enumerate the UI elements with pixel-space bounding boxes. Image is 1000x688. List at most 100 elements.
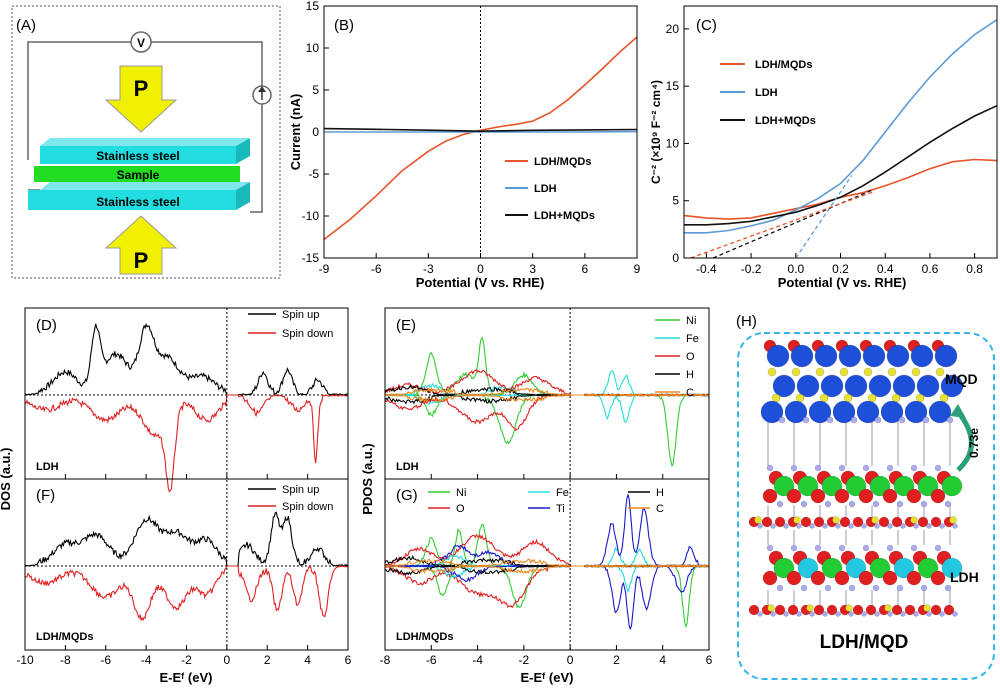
hydrogen-atom bbox=[848, 611, 854, 617]
oxygen-atom bbox=[834, 570, 850, 586]
carbon-atom bbox=[767, 367, 777, 377]
hydrogen-atom bbox=[944, 584, 952, 592]
hydrogen-atom bbox=[910, 544, 918, 552]
pdos-c-up bbox=[385, 386, 710, 396]
oxygen-atom bbox=[748, 604, 760, 616]
panel-df-ylabel: DOS (a.u.) bbox=[0, 448, 13, 511]
panel-h: (H) MQD LDH 0.73e LDH/MQD bbox=[736, 313, 995, 680]
hydrogen-atom bbox=[822, 523, 828, 529]
oxygen-atom bbox=[810, 570, 826, 586]
carbon-atom bbox=[939, 393, 949, 403]
pdos-ni-down bbox=[384, 565, 710, 629]
series-line-ldh-mqds bbox=[323, 36, 638, 241]
y-tick-label: 20 bbox=[666, 22, 680, 36]
panel-e-label: (E) bbox=[396, 317, 416, 334]
titanium-atom bbox=[892, 374, 916, 398]
panel-h-label: (H) bbox=[736, 313, 757, 330]
pdos-c-up bbox=[384, 558, 710, 567]
oxygen-atom bbox=[762, 570, 778, 586]
panel-c-xlabel: Potential (V vs. RHE) bbox=[778, 275, 907, 290]
legend-ni: Ni bbox=[686, 315, 696, 327]
hydrogen-atom bbox=[835, 523, 841, 529]
hydrogen-atom bbox=[874, 611, 880, 617]
panel-h-frame bbox=[737, 332, 995, 680]
spin-up-line bbox=[24, 322, 349, 396]
y-tick-label: 5 bbox=[312, 83, 319, 97]
hydrogen-atom bbox=[944, 500, 952, 508]
hydrogen-atom bbox=[809, 611, 815, 617]
hydrogen-atom bbox=[814, 464, 822, 472]
panel-f-label: (F) bbox=[36, 487, 55, 504]
oxygen-atom bbox=[930, 604, 942, 616]
hydrogen-atom bbox=[896, 584, 904, 592]
oxygen-atom bbox=[839, 516, 851, 528]
hydrogen-atom bbox=[952, 523, 958, 529]
hydrogen-atom bbox=[934, 464, 942, 472]
spin-up-line bbox=[24, 511, 349, 567]
carbon-atom bbox=[795, 393, 805, 403]
oxygen-atom bbox=[865, 604, 877, 616]
panel-c-frame bbox=[683, 5, 998, 259]
hydrogen-atom bbox=[822, 611, 828, 617]
pdos-c-down bbox=[384, 565, 710, 575]
x-tick-label: 0 bbox=[567, 653, 574, 667]
series-line-ldh-mqds bbox=[684, 104, 998, 226]
oxygen-atom bbox=[858, 488, 874, 504]
x-tick-label: 9 bbox=[634, 262, 641, 276]
x-tick-label: 0.8 bbox=[966, 262, 983, 276]
legend-ldh-mqds: LDH/MQDs bbox=[534, 156, 591, 168]
x-tick-label: -3 bbox=[423, 262, 434, 276]
hydrogen-atom bbox=[796, 611, 802, 617]
voltmeter-icon bbox=[130, 31, 152, 53]
oxygen-atom bbox=[930, 516, 942, 528]
carbon-atom bbox=[867, 393, 877, 403]
carbon-atom bbox=[949, 516, 957, 524]
plate-bottom-face bbox=[40, 182, 250, 190]
carbon-atom bbox=[863, 367, 873, 377]
titanium-atom bbox=[904, 400, 928, 424]
hydrogen-atom bbox=[848, 523, 854, 529]
atomic-structure bbox=[748, 339, 964, 617]
hydrogen-atom bbox=[809, 523, 815, 529]
oxygen-atom bbox=[834, 488, 850, 504]
titanium-atom bbox=[766, 344, 790, 368]
panel-df: -10 -8 -6 -4 -2 0 2 4 6 (D) (F) LDH LDH/MQDs Spi… bbox=[0, 307, 352, 685]
series-line-ldh bbox=[684, 19, 998, 234]
hydrogen-atom bbox=[939, 523, 945, 529]
charge-transfer-arrow-icon bbox=[956, 410, 974, 472]
carbon-atom bbox=[839, 367, 849, 377]
panel-e-legend: Ni Fe OHC bbox=[655, 315, 699, 399]
hydrogen-atom bbox=[887, 611, 893, 617]
panel-b-label: (B) bbox=[334, 17, 354, 34]
tangent-ldh-plus-mqds bbox=[712, 188, 875, 259]
nickel-atom bbox=[773, 557, 795, 579]
hydrogen-atom bbox=[939, 611, 945, 617]
x-tick-label: -4 bbox=[472, 653, 483, 667]
hydrogen-atom bbox=[920, 500, 928, 508]
panel-d-legend: Spin up Spin down bbox=[248, 309, 333, 340]
hydrogen-atom bbox=[946, 416, 954, 424]
carbon-atom bbox=[832, 516, 840, 524]
carbon-atom bbox=[771, 393, 781, 403]
carbon-atom bbox=[793, 516, 801, 524]
carbon-atom bbox=[791, 367, 801, 377]
plate-top bbox=[40, 146, 236, 164]
hydrogen-atom bbox=[874, 416, 882, 424]
hydrogen-atom bbox=[770, 523, 776, 529]
panel-eg-marks: -8 -6 -4 -2 0 2 4 6 bbox=[380, 308, 713, 667]
hydrogen-atom bbox=[887, 523, 893, 529]
hydrogen-atom bbox=[872, 500, 880, 508]
voltmeter-label: V bbox=[137, 36, 145, 50]
force-label-top: P bbox=[134, 76, 149, 101]
x-tick-label: 6 bbox=[345, 653, 352, 667]
force-arrow-top-icon bbox=[104, 65, 178, 133]
nickel-atom bbox=[941, 475, 963, 497]
hydrogen-atom bbox=[776, 500, 784, 508]
panel-h-caption: LDH/MQD bbox=[820, 632, 909, 653]
oxygen-atom bbox=[761, 516, 773, 528]
legend-ldh-mqds: LDH/MQDs bbox=[755, 59, 812, 71]
hydrogen-atom bbox=[838, 544, 846, 552]
titanium-atom bbox=[814, 344, 838, 368]
legend-ldh: LDH bbox=[534, 183, 557, 195]
